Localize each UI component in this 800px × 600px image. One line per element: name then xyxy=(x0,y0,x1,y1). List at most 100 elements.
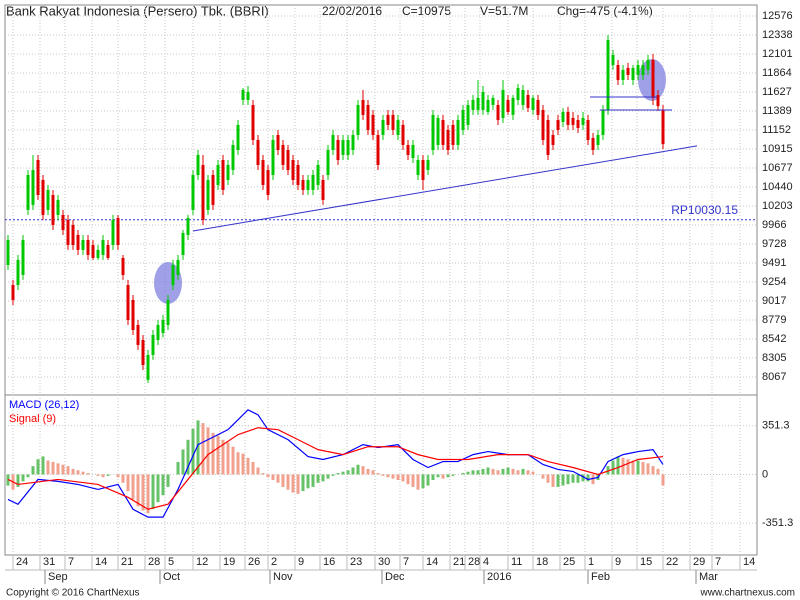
indicator-line xyxy=(7,409,664,518)
candle-body xyxy=(351,134,355,150)
histogram-bar xyxy=(636,460,640,475)
histogram-bar xyxy=(261,473,265,475)
x-tick-label: 22 xyxy=(666,556,678,568)
histogram-bar xyxy=(371,470,375,475)
website[interactable]: www.chartnexus.com xyxy=(700,588,795,599)
x-tick-label: 18 xyxy=(536,556,548,568)
change: Chg=-475 (-4.1%) xyxy=(557,4,653,18)
y-tick-label: 10677 xyxy=(762,162,793,174)
candle-body xyxy=(436,117,440,145)
month-label: 2016 xyxy=(487,571,511,583)
candle-body xyxy=(606,39,610,110)
histogram-bar xyxy=(136,474,140,507)
candle-body xyxy=(656,94,660,107)
histogram-bar xyxy=(126,474,130,492)
histogram-bar xyxy=(146,474,150,514)
candle-body xyxy=(486,99,490,112)
candle-body xyxy=(96,249,100,258)
histogram-bar xyxy=(591,474,595,485)
histogram-bar xyxy=(101,474,105,478)
candle-body xyxy=(481,91,485,110)
volume: V=51.7M xyxy=(480,4,528,18)
candle-body xyxy=(616,64,620,80)
x-tick-label: 24 xyxy=(16,556,28,568)
candle-body xyxy=(36,160,40,195)
histogram-bar xyxy=(491,468,495,475)
histogram-bar xyxy=(251,461,255,475)
histogram-bar xyxy=(641,461,645,475)
histogram-bar xyxy=(231,446,235,475)
histogram-bar xyxy=(311,474,315,487)
histogram-bar xyxy=(381,474,385,476)
y-tick-label: 10203 xyxy=(762,200,793,212)
y-tick-label: 351.3 xyxy=(762,420,790,432)
histogram-bar xyxy=(531,471,535,475)
x-tick-label: 5 xyxy=(168,556,174,568)
histogram-bar xyxy=(386,474,390,478)
histogram-bar xyxy=(656,468,660,475)
histogram-bar xyxy=(556,474,560,487)
candle-body xyxy=(126,284,130,320)
candle-body xyxy=(221,160,225,190)
x-tick-label: 15 xyxy=(640,556,652,568)
histogram-bar xyxy=(166,474,170,487)
candle-body xyxy=(581,117,585,125)
candle-body xyxy=(561,111,565,122)
candle-body xyxy=(51,194,55,225)
histogram-bar xyxy=(56,463,60,475)
histogram-bar xyxy=(196,420,200,475)
month-label: Dec xyxy=(385,571,405,583)
histogram-bar xyxy=(271,474,275,480)
histogram-bar xyxy=(436,474,440,478)
histogram-bar xyxy=(96,474,100,476)
x-tick-label: 28 xyxy=(148,556,160,568)
candle-body xyxy=(136,324,140,345)
histogram-bar xyxy=(41,456,45,475)
x-tick-label: 14 xyxy=(426,556,438,568)
histogram-bar xyxy=(576,474,580,483)
candle-body xyxy=(246,91,250,100)
x-tick-label: 28 xyxy=(468,556,480,568)
candle-body xyxy=(146,354,150,380)
candle-body xyxy=(151,334,155,355)
candle-body xyxy=(591,137,595,150)
histogram-bar xyxy=(226,442,230,475)
candle-body xyxy=(116,217,120,245)
candle-body xyxy=(376,134,380,165)
y-tick-label: 8542 xyxy=(762,333,786,345)
candle-body xyxy=(76,234,80,250)
histogram-bar xyxy=(486,467,490,475)
histogram-bar xyxy=(351,467,355,475)
histogram-bar xyxy=(401,474,405,482)
histogram-bar xyxy=(326,474,330,479)
y-tick-label: 8305 xyxy=(762,352,786,364)
candle-body xyxy=(521,89,525,106)
candle-body xyxy=(46,189,50,210)
candle-body xyxy=(271,139,275,175)
x-tick-label: 29 xyxy=(693,556,705,568)
histogram-bar xyxy=(646,463,650,475)
x-tick-label: 9 xyxy=(298,556,304,568)
histogram-bar xyxy=(116,474,120,478)
histogram-bar xyxy=(121,474,125,483)
candle-body xyxy=(66,219,70,245)
histogram-bar xyxy=(571,474,575,483)
histogram-bar xyxy=(526,470,530,475)
x-tick-label: 14 xyxy=(743,556,755,568)
candle-body xyxy=(406,144,410,155)
histogram-bar xyxy=(176,461,180,475)
candle-body xyxy=(576,119,580,128)
x-tick-label: 21 xyxy=(121,556,133,568)
candle-body xyxy=(601,109,605,135)
candle-body xyxy=(21,239,25,275)
histogram-bar xyxy=(376,473,380,475)
histogram-bar xyxy=(631,460,635,475)
x-tick-label: 19 xyxy=(223,556,235,568)
histogram-bar xyxy=(321,474,325,482)
y-tick-label: 12338 xyxy=(762,29,793,41)
x-tick-label: 14 xyxy=(95,556,107,568)
candle-body xyxy=(611,54,615,65)
histogram-bar xyxy=(81,471,85,475)
candle-body xyxy=(266,170,270,195)
